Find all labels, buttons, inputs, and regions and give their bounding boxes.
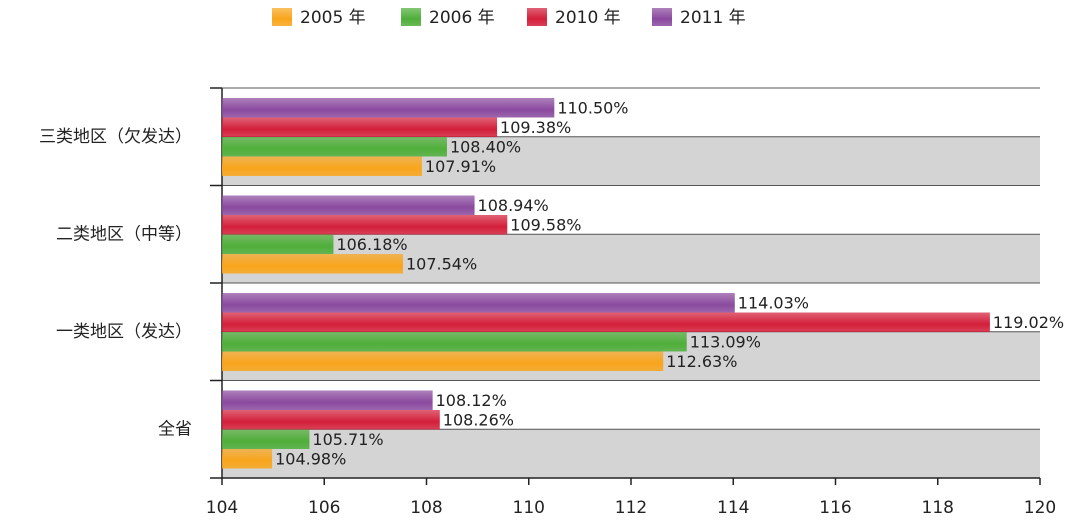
bar <box>222 429 310 449</box>
bar <box>222 98 555 118</box>
bar <box>222 390 433 410</box>
value-label: 108.26% <box>443 410 514 429</box>
bar <box>222 137 447 157</box>
x-tick-label: 108 <box>410 498 442 518</box>
value-label: 112.63% <box>666 352 737 371</box>
category-label: 三类地区（欠发达） <box>39 127 192 147</box>
legend-label: 2011 年 <box>680 8 746 28</box>
legend-label: 2006 年 <box>429 8 495 28</box>
x-tick-label: 120 <box>1024 498 1056 518</box>
value-label: 113.09% <box>690 332 761 351</box>
bar <box>222 254 403 274</box>
bar <box>222 117 498 137</box>
legend-swatch <box>652 8 672 26</box>
value-label: 105.71% <box>312 430 383 449</box>
x-tick-label: 104 <box>206 498 238 518</box>
value-label: 119.02% <box>993 313 1064 332</box>
value-label: 108.12% <box>436 391 507 410</box>
bar <box>222 156 422 176</box>
value-label: 109.58% <box>510 215 581 234</box>
legend-swatch <box>272 8 292 26</box>
x-tick-label: 110 <box>513 498 545 518</box>
value-label: 114.03% <box>738 293 809 312</box>
value-label: 107.54% <box>406 254 477 273</box>
legend-swatch <box>527 8 547 26</box>
value-label: 108.94% <box>478 196 549 215</box>
legend-label: 2005 年 <box>300 8 366 28</box>
category-label: 一类地区（发达） <box>56 322 192 342</box>
x-tick-label: 118 <box>922 498 954 518</box>
band <box>222 429 1040 478</box>
bar <box>222 312 990 332</box>
bar <box>222 234 334 254</box>
category-label: 二类地区（中等） <box>56 224 192 244</box>
x-tick-label: 112 <box>615 498 647 518</box>
category-label: 全省 <box>158 419 192 439</box>
bar <box>222 215 508 235</box>
bar <box>222 293 735 313</box>
bar <box>222 410 440 430</box>
bar <box>222 195 475 215</box>
value-label: 107.91% <box>425 157 496 176</box>
x-tick-label: 106 <box>308 498 340 518</box>
value-label: 106.18% <box>336 235 407 254</box>
x-tick-label: 114 <box>717 498 749 518</box>
legend-swatch <box>401 8 421 26</box>
value-label: 104.98% <box>275 449 346 468</box>
value-label: 110.50% <box>557 98 628 117</box>
bar <box>222 332 687 352</box>
value-label: 108.40% <box>450 137 521 156</box>
bar <box>222 351 664 371</box>
bar <box>222 449 273 469</box>
value-label: 109.38% <box>500 118 571 137</box>
legend-label: 2010 年 <box>555 8 621 28</box>
x-tick-label: 116 <box>819 498 851 518</box>
